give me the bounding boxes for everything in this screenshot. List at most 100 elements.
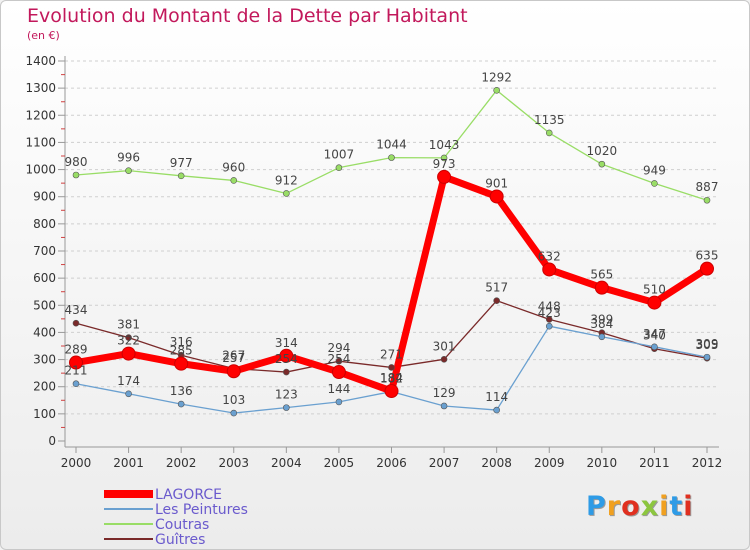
data-label: 973 xyxy=(433,157,456,171)
data-label: 267 xyxy=(222,349,245,363)
logo-letter: x xyxy=(640,491,660,522)
data-point xyxy=(542,262,557,277)
data-label: 254 xyxy=(327,352,350,366)
x-tick-label: 2002 xyxy=(166,456,197,470)
y-tick-label: 200 xyxy=(33,380,56,394)
data-label: 322 xyxy=(117,334,140,348)
data-label: 632 xyxy=(538,249,561,263)
y-tick-label: 1300 xyxy=(25,81,56,95)
x-tick-label: 2010 xyxy=(587,456,618,470)
data-label: 996 xyxy=(117,151,140,165)
x-tick-label: 2011 xyxy=(639,456,670,470)
data-label: 977 xyxy=(170,156,193,170)
data-label: 285 xyxy=(170,344,193,358)
y-tick-label: 1100 xyxy=(25,135,56,149)
data-point xyxy=(703,353,711,361)
data-point xyxy=(493,87,500,94)
data-point xyxy=(493,406,500,414)
data-labels: 289 322 285 257 314 254 184 973 901 632 565 510 635 2… xyxy=(65,70,719,407)
data-point xyxy=(388,154,395,161)
data-label: 114 xyxy=(485,390,508,404)
legend-label: LAGORCE xyxy=(155,487,222,503)
data-label: 887 xyxy=(696,180,719,194)
data-point xyxy=(489,189,504,204)
data-point xyxy=(700,261,714,276)
series-points xyxy=(69,87,714,417)
data-point xyxy=(283,404,290,411)
chart-axes xyxy=(58,56,719,453)
data-point xyxy=(177,172,185,180)
data-point xyxy=(545,316,553,323)
data-label: 144 xyxy=(327,382,350,396)
data-label: 301 xyxy=(433,339,456,353)
x-tick-label: 2000 xyxy=(61,456,92,470)
data-point xyxy=(230,409,238,417)
data-label: 347 xyxy=(643,327,666,341)
data-label: 1135 xyxy=(534,113,565,127)
data-point xyxy=(651,343,658,351)
data-label: 1292 xyxy=(481,70,512,84)
y-tick-label: 100 xyxy=(33,407,56,421)
data-label: 316 xyxy=(170,335,193,349)
data-label: 254 xyxy=(275,352,298,366)
data-point xyxy=(493,297,500,304)
x-tick-label: 2006 xyxy=(376,456,407,470)
data-label: 635 xyxy=(696,249,719,263)
data-point xyxy=(283,368,290,376)
data-point xyxy=(335,398,343,406)
data-label: 980 xyxy=(65,155,88,169)
y-tick-label: 1000 xyxy=(25,163,56,177)
data-point xyxy=(121,346,136,361)
data-label: 1043 xyxy=(429,138,460,152)
data-label: 305 xyxy=(696,338,719,352)
data-point xyxy=(174,356,189,371)
data-point xyxy=(69,355,83,370)
data-label: 211 xyxy=(65,364,88,378)
data-label: 949 xyxy=(643,163,666,177)
data-point xyxy=(125,334,132,341)
data-point xyxy=(440,154,448,162)
data-label: 434 xyxy=(65,303,88,317)
data-label: 423 xyxy=(538,306,561,320)
data-label: 517 xyxy=(485,281,508,295)
x-tick-label: 2004 xyxy=(271,456,302,470)
chart-title: Evolution du Montant de la Dette par Hab… xyxy=(27,5,468,27)
data-point xyxy=(125,390,132,398)
data-label: 184 xyxy=(380,371,403,385)
y-tick-label: 800 xyxy=(33,217,56,231)
data-point xyxy=(283,190,290,197)
data-point xyxy=(335,357,343,365)
data-label: 103 xyxy=(222,393,245,407)
y-tick-label: 500 xyxy=(33,298,56,312)
data-label: 314 xyxy=(275,336,298,350)
x-tick-label: 2012 xyxy=(692,456,723,470)
data-label: 448 xyxy=(538,299,561,313)
data-label: 123 xyxy=(275,388,298,402)
data-point xyxy=(72,171,80,179)
data-label: 384 xyxy=(590,317,613,331)
data-label: 309 xyxy=(696,337,719,351)
data-label: 294 xyxy=(327,341,350,355)
logo-letter: i xyxy=(683,491,694,522)
data-point xyxy=(331,365,346,380)
data-point xyxy=(703,196,711,204)
data-label: 174 xyxy=(117,374,140,388)
data-label: 136 xyxy=(170,384,193,398)
data-label: 289 xyxy=(65,343,88,357)
data-label: 129 xyxy=(433,386,456,400)
legend-label: Les Peintures xyxy=(155,502,248,518)
y-tick-label: 900 xyxy=(33,190,56,204)
data-point xyxy=(545,129,553,137)
data-point xyxy=(598,160,606,168)
data-point xyxy=(279,348,294,363)
data-label: 912 xyxy=(275,173,298,187)
data-point xyxy=(226,364,241,379)
data-point xyxy=(598,333,606,341)
x-tick-label: 2003 xyxy=(218,456,249,470)
data-point xyxy=(72,319,80,327)
data-point xyxy=(594,280,609,295)
data-point xyxy=(384,384,399,399)
data-label: 182 xyxy=(380,372,403,386)
